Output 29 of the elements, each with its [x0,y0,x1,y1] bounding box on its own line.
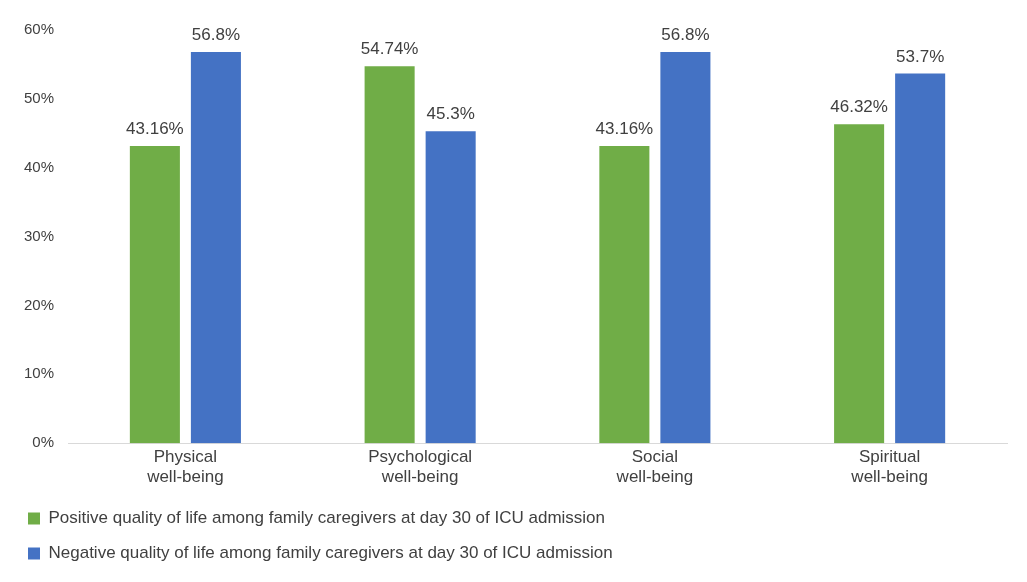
data-label: 45.3% [426,104,475,124]
y-tick-label: 30% [23,226,55,244]
x-tick-label: Social well-being [615,447,694,487]
y-tick-label: 60% [23,20,55,38]
x-tick-label: Psychological well-being [368,447,473,487]
data-label: 56.8% [661,25,710,45]
x-tick-label: Spiritual well-being [850,447,928,487]
bar [660,52,711,444]
bar [129,145,180,444]
data-label: 43.16% [595,119,654,139]
data-label: 54.74% [360,39,419,59]
bar [599,145,650,444]
data-label: 46.32% [830,97,888,117]
x-tick-label: Physical well-being [146,447,224,487]
data-label: 56.8% [191,25,241,45]
y-tick-label: 50% [23,89,55,107]
y-tick-label: 20% [23,295,55,313]
y-tick-label: 0% [32,433,55,451]
bar [425,131,476,444]
bar [895,73,946,444]
data-label: 53.7% [896,46,945,66]
bar [364,66,415,444]
legend-label: Positive quality of life among family caregivers at day 30 of ICU admission [48,508,606,528]
bar [834,124,885,444]
data-label: 43.16% [126,119,184,139]
y-tick-label: 10% [23,364,55,382]
legend-label: Negative quality of life among family caregivers at day 30 of ICU admission [48,543,613,563]
y-tick-label: 40% [23,157,55,175]
bar [190,52,241,444]
